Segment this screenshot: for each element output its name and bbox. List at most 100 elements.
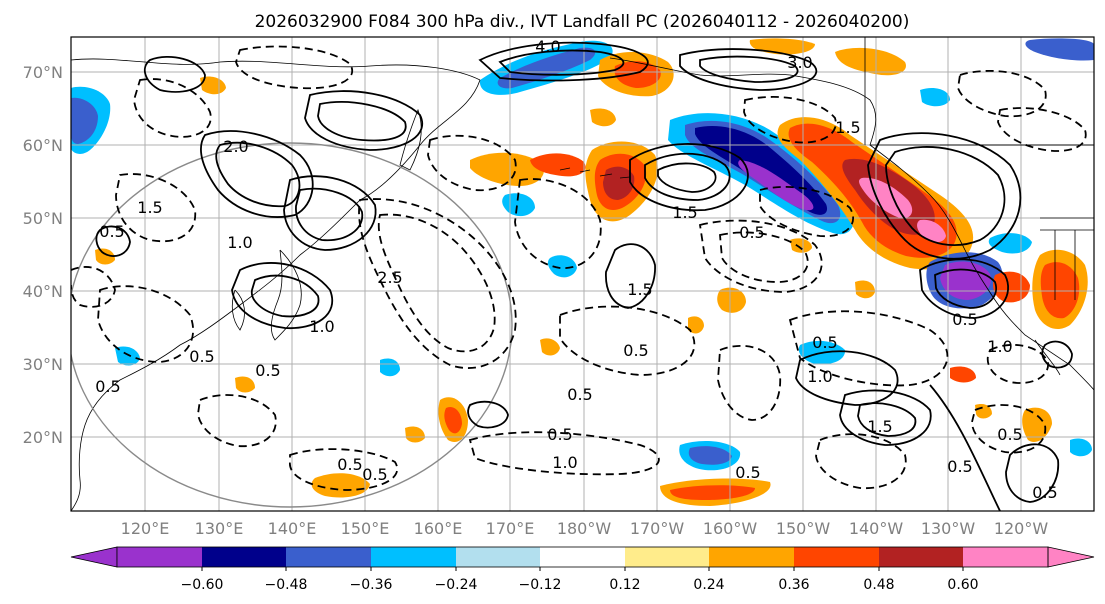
contour-solid-20 <box>934 268 997 309</box>
colorbar: −0.60 −0.48 −0.36 −0.24 −0.12 0.12 0.24 … <box>70 546 1095 593</box>
contour-dash-7 <box>717 344 782 421</box>
shade-mid-blue-6 <box>920 88 950 107</box>
colorbar-bin <box>879 547 963 567</box>
contour-dash-4 <box>698 219 823 293</box>
colorbar-bin <box>456 547 540 567</box>
lon-label: 170°E <box>486 519 535 538</box>
contour-label: 1.0 <box>309 317 334 336</box>
contour-label: 1.0 <box>227 233 252 252</box>
contour-dash-15 <box>427 134 517 192</box>
contour-label: 0.5 <box>1032 483 1057 502</box>
colorbar-tick-label: −0.48 <box>265 577 308 593</box>
colorbar-bin <box>371 547 456 567</box>
shade-ne-blue <box>1025 38 1094 61</box>
contour-dash-10 <box>97 285 195 363</box>
contour-solid-8 <box>304 90 423 151</box>
contour-solid-16 <box>699 55 799 83</box>
shade-central-darkred <box>603 166 635 200</box>
contour-dash-13 <box>115 173 196 243</box>
figure-title: 2026032900 F084 300 hPa div., IVT Landfa… <box>255 12 910 32</box>
map-panel: 2.0 1.5 0.5 1.0 4.0 3.0 2.5 0.5 1.0 0.5 … <box>70 36 1095 512</box>
contour-solid-3 <box>657 162 717 193</box>
contour-dash-6 <box>788 310 949 387</box>
lon-label: 160°W <box>703 519 758 538</box>
contour-label: 1.5 <box>627 280 652 299</box>
contour-solid-10 <box>231 262 333 329</box>
shade-top-red <box>614 61 661 88</box>
contour-dash-1 <box>358 198 517 369</box>
contour-label: 4.0 <box>535 37 560 56</box>
shade-south-orange-10 <box>950 366 976 383</box>
shade-mid-blue-5 <box>380 358 400 377</box>
contour-label: 0.5 <box>735 463 760 482</box>
contour-dash-3 <box>514 178 602 269</box>
contour-dash-22 <box>559 305 696 376</box>
shade-south-orange-8 <box>590 108 616 127</box>
lon-label: 130°E <box>195 519 244 538</box>
colorbar-ticks <box>201 567 964 571</box>
ivt-contours <box>95 41 1073 511</box>
contour-solid-4 <box>200 130 314 218</box>
coast-aleutians <box>559 167 631 179</box>
contour-label: 0.5 <box>623 341 648 360</box>
coast-asia-east <box>71 79 481 511</box>
lon-label: 140°W <box>849 519 904 538</box>
contour-solid-29 <box>95 225 131 257</box>
contour-label: 0.5 <box>362 465 387 484</box>
shade-south-orange-red <box>670 485 755 500</box>
lat-label: 20°N <box>23 428 63 447</box>
coast-alaska <box>609 57 1094 146</box>
colorbar-tick-label: −0.60 <box>181 577 224 593</box>
contour-solid-28 <box>929 384 1001 511</box>
contour-solid-15 <box>679 48 818 91</box>
contour-dash-5 <box>719 231 809 283</box>
contour-solid-24 <box>857 402 917 437</box>
shade-south-blue2 <box>688 446 732 465</box>
shade-mid-orange-2 <box>688 316 704 334</box>
coastlines <box>71 37 1094 511</box>
contour-dash-11 <box>71 266 116 308</box>
shade-mid-orange-3 <box>540 338 560 356</box>
graticule <box>71 37 1094 511</box>
contour-dash-21 <box>197 394 277 448</box>
ivt-contours-dashed <box>71 45 1087 491</box>
shade-arctic-blue-core <box>497 47 596 89</box>
contour-labels: 2.0 1.5 0.5 1.0 4.0 3.0 2.5 0.5 1.0 0.5 … <box>95 37 1057 502</box>
coast-baja <box>1034 339 1061 376</box>
shade-orange-170w-red <box>530 153 586 177</box>
colorbar-bin <box>202 547 286 567</box>
region-circle <box>71 142 513 508</box>
colorbar-bin <box>540 547 625 567</box>
colorbar-tick-label: −0.36 <box>350 577 393 593</box>
lon-label: 120°W <box>994 519 1049 538</box>
shade-central-purple <box>738 160 814 211</box>
contour-label: 0.5 <box>99 222 124 241</box>
contour-solid-22 <box>795 350 899 406</box>
contour-solid-14 <box>498 49 625 76</box>
contour-solid-17 <box>867 132 1022 260</box>
colorbar-tick-label: 0.60 <box>947 577 978 593</box>
contour-solid-13 <box>478 41 649 82</box>
colorbar-bin <box>117 547 202 567</box>
colorbar-bin <box>286 547 371 567</box>
colorbar-tick-label: 0.36 <box>778 577 809 593</box>
contour-label: 0.5 <box>952 310 977 329</box>
contour-solid-7 <box>295 187 364 242</box>
shade-swus-red <box>1040 262 1080 319</box>
colorbar-tick-label: 0.12 <box>609 577 640 593</box>
lat-label: 60°N <box>23 136 63 155</box>
contour-label: 3.0 <box>787 53 812 72</box>
contour-solid-2 <box>644 152 731 201</box>
colorbar-bin <box>794 547 879 567</box>
contour-solid-21 <box>605 243 656 309</box>
contour-solid-11 <box>250 274 320 318</box>
shade-west-blue-core <box>71 97 98 144</box>
colorbar-extend-low <box>70 546 118 568</box>
contour-label: 0.5 <box>567 385 592 404</box>
contour-solid-19 <box>919 258 1010 319</box>
contour-solid-9 <box>317 101 407 142</box>
lon-label: 150°E <box>341 519 390 538</box>
map-frame <box>70 36 1095 512</box>
contour-solid-6 <box>283 175 377 251</box>
